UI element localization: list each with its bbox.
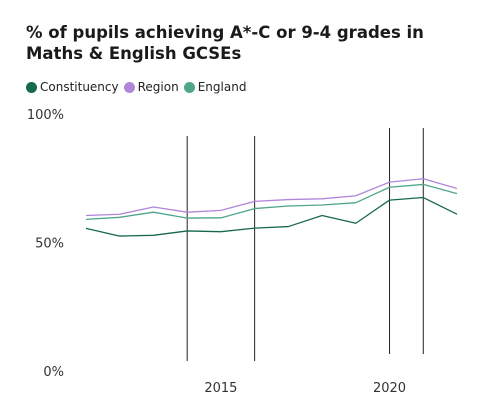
x-tick-label-2020: 2020: [373, 381, 406, 396]
legend: Constituency Region England: [26, 79, 251, 95]
legend-marker-england: [183, 81, 195, 93]
series-line-region: [85, 178, 458, 217]
y-tick-label-0: 0%: [43, 365, 64, 380]
y-tick-label-50: 50%: [35, 237, 64, 252]
legend-label-constituency: Constituency: [40, 80, 119, 94]
legend-label-england: England: [197, 80, 247, 94]
series-line-constituency: [85, 196, 458, 237]
series-line-england: [85, 183, 458, 221]
legend-item-england[interactable]: England: [183, 79, 247, 95]
legend-marker-constituency: [26, 81, 37, 93]
legend-item-constituency[interactable]: Constituency: [26, 79, 119, 95]
legend-item-region[interactable]: Region: [123, 79, 179, 95]
x-tick-label-2015: 2015: [204, 381, 237, 396]
legend-marker-region: [123, 81, 135, 93]
chart-title: % of pupils achieving A*-C or 9-4 grades…: [26, 23, 424, 63]
legend-label-region: Region: [137, 80, 179, 94]
y-tick-label-100: 100%: [27, 108, 64, 123]
